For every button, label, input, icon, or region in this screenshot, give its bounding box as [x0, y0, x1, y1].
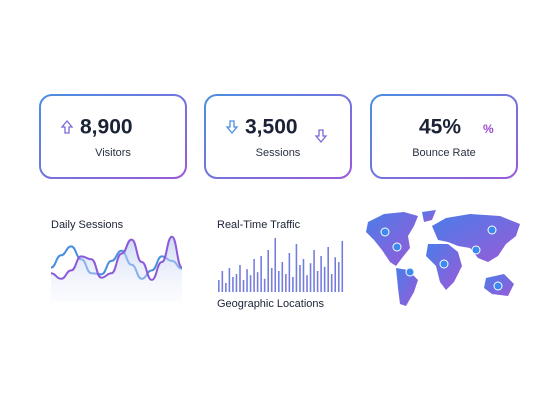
card-label: Visitors	[95, 147, 131, 159]
down-icon	[314, 129, 328, 144]
card	[204, 94, 352, 179]
traffic-bar	[323, 266, 326, 292]
chart-title: Daily Sessions	[51, 219, 124, 231]
sessions-area	[51, 236, 182, 302]
traffic-bar	[320, 256, 322, 292]
world-map	[366, 210, 520, 306]
traffic-bar	[218, 280, 220, 292]
traffic-bar	[263, 278, 266, 292]
traffic-bar	[285, 274, 287, 292]
chart-title: Geographic Locations	[217, 298, 325, 310]
card-label: Bounce Rate	[412, 147, 476, 159]
traffic-bar	[253, 259, 255, 292]
traffic-bar	[292, 277, 294, 292]
traffic-bar	[235, 274, 238, 292]
traffic-bar	[309, 263, 312, 292]
traffic-bar	[232, 277, 234, 292]
traffic-bar	[256, 272, 259, 292]
chart-title: Real-Time Traffic	[217, 219, 301, 231]
traffic-bar	[316, 271, 319, 292]
traffic-bar	[277, 271, 280, 292]
traffic-bar	[299, 265, 301, 292]
sessions-line	[50, 235, 183, 281]
traffic-bar	[260, 256, 262, 292]
traffic-bar	[306, 275, 308, 292]
card	[39, 94, 187, 179]
traffic-bar	[330, 274, 333, 292]
traffic-bar	[302, 259, 305, 292]
up-icon	[60, 119, 74, 134]
card-icon: %	[483, 122, 494, 136]
traffic-bar	[295, 244, 298, 292]
card	[370, 94, 518, 179]
card-value: 8,900	[80, 116, 133, 139]
traffic-bar	[337, 262, 340, 292]
down-icon	[225, 120, 239, 135]
traffic-bar	[334, 257, 337, 292]
card-label: Sessions	[256, 147, 301, 159]
traffic-bar	[288, 253, 291, 292]
traffic-bar	[249, 275, 252, 292]
traffic-bar	[225, 283, 227, 292]
traffic-bar	[242, 280, 245, 292]
sessions-line	[50, 245, 183, 280]
traffic-bar	[274, 238, 277, 292]
traffic-bar	[313, 250, 315, 292]
traffic-bar	[281, 262, 284, 292]
traffic-bar	[246, 269, 248, 292]
card-value: 3,500	[245, 116, 298, 139]
traffic-bar	[341, 241, 344, 292]
location-pins	[380, 225, 503, 291]
traffic-bar	[221, 271, 224, 292]
traffic-bar	[270, 268, 273, 292]
card-value: 45%	[419, 116, 461, 139]
traffic-bar	[228, 268, 231, 292]
traffic-bar	[267, 250, 269, 292]
traffic-bar	[239, 265, 241, 292]
traffic-bar	[327, 247, 329, 292]
